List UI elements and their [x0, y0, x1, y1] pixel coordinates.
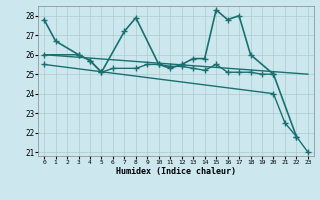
X-axis label: Humidex (Indice chaleur): Humidex (Indice chaleur): [116, 167, 236, 176]
